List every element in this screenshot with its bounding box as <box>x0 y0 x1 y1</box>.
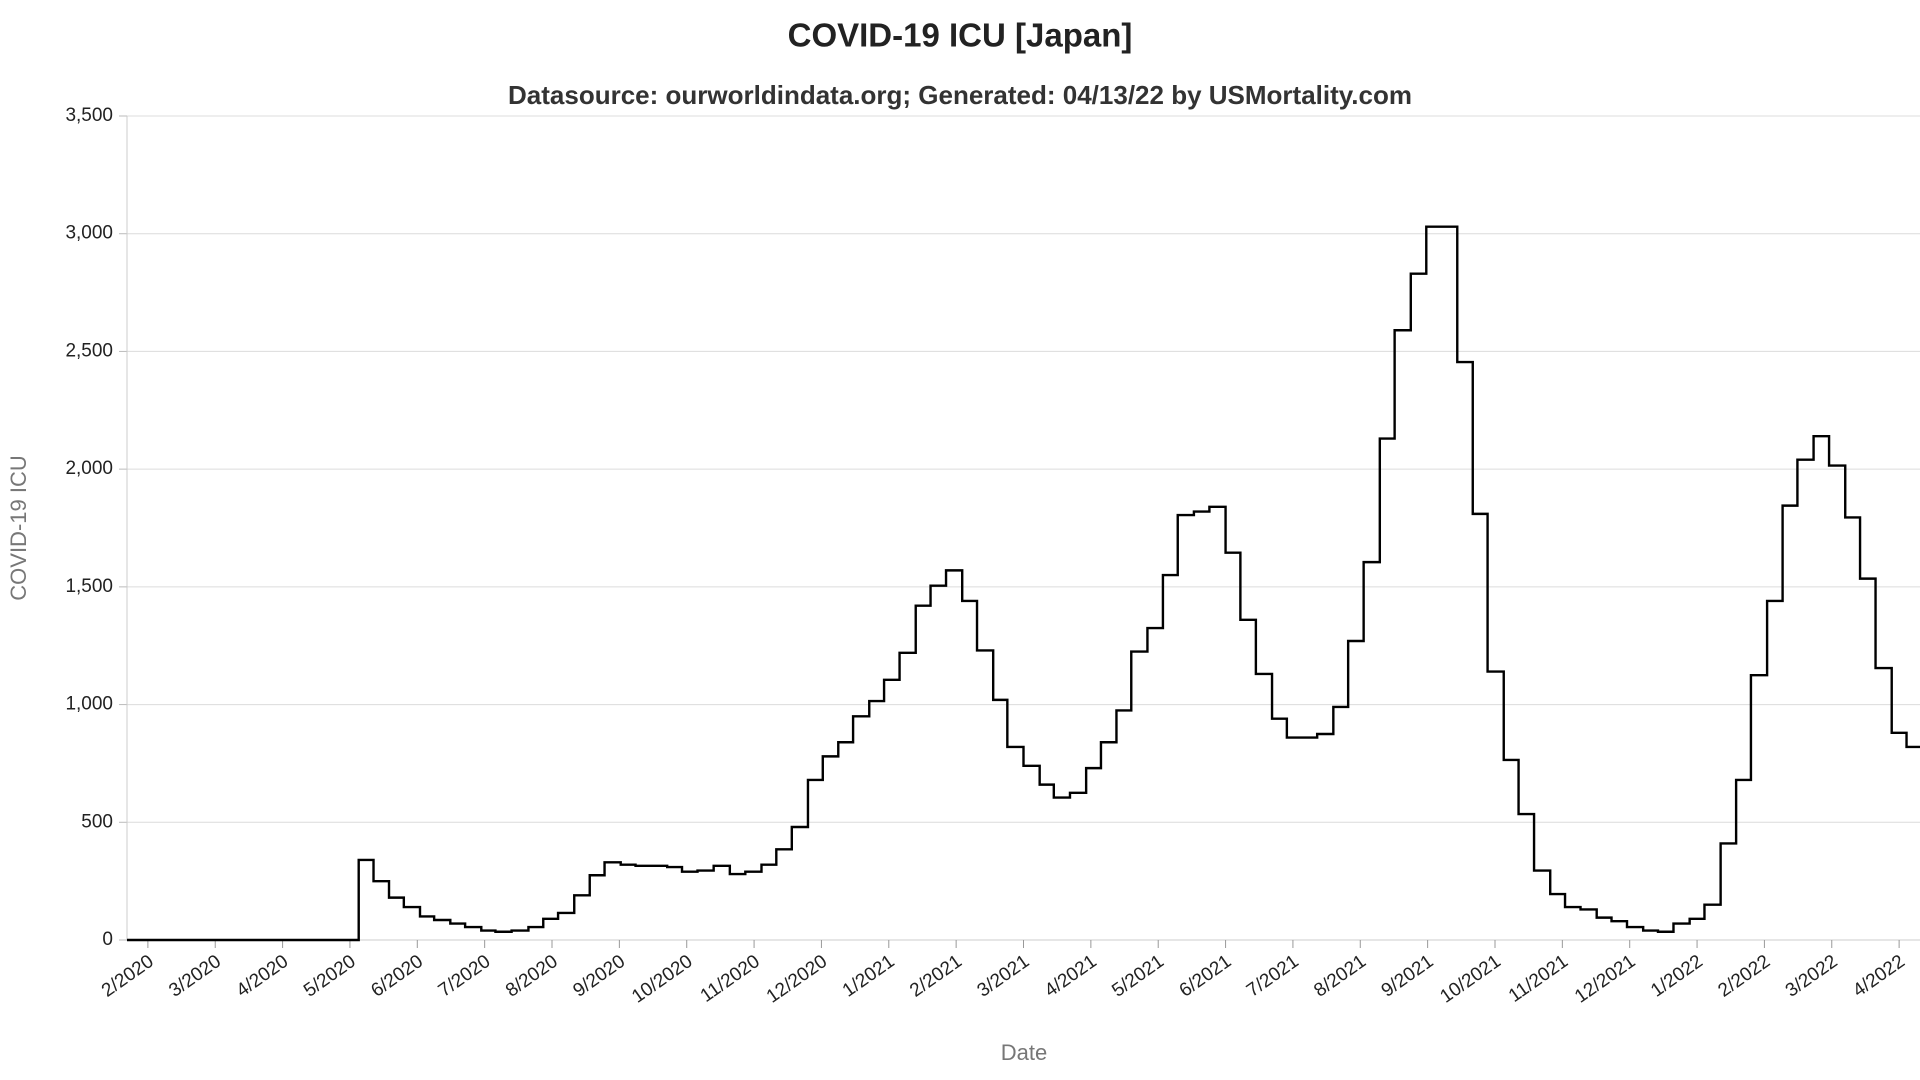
y-tick-label: 2,500 <box>65 340 113 361</box>
x-tick-label: 6/2021 <box>1176 951 1236 1002</box>
x-tick-label: 3/2022 <box>1782 951 1842 1002</box>
x-tick-label: 2/2021 <box>906 951 966 1002</box>
x-tick-label: 1/2021 <box>839 951 899 1002</box>
x-tick-label: 10/2020 <box>628 951 696 1008</box>
x-tick-label: 5/2021 <box>1108 951 1168 1002</box>
y-tick-label: 1,000 <box>65 694 113 715</box>
y-tick-label: 1,500 <box>65 576 113 597</box>
y-tick-label: 2,000 <box>65 458 113 479</box>
y-axis-title: COVID-19 ICU <box>6 455 31 600</box>
y-tick-label: 3,500 <box>65 105 113 126</box>
x-tick-label: 4/2022 <box>1849 951 1909 1002</box>
x-tick-label: 2/2020 <box>98 951 158 1002</box>
x-axis-title: Date <box>1001 1040 1047 1065</box>
y-tick-label: 500 <box>81 811 113 832</box>
x-tick-label: 4/2021 <box>1041 951 1101 1002</box>
x-tick-label: 8/2021 <box>1310 951 1370 1002</box>
x-tick-label: 5/2020 <box>300 951 360 1002</box>
y-tick-label: 0 <box>102 929 113 950</box>
data-line <box>127 225 1920 942</box>
x-tick-label: 3/2021 <box>974 951 1034 1002</box>
x-tick-label: 12/2020 <box>763 951 831 1008</box>
x-tick-label: 1/2022 <box>1647 951 1707 1002</box>
x-tick-label: 2/2022 <box>1714 951 1774 1002</box>
x-tick-label: 9/2021 <box>1378 951 1438 1002</box>
x-tick-label: 7/2020 <box>435 951 495 1002</box>
x-tick-label: 6/2020 <box>367 951 427 1002</box>
x-tick-label: 3/2020 <box>165 951 225 1002</box>
chart-title: COVID-19 ICU [Japan] <box>788 17 1133 54</box>
x-tick-label: 7/2021 <box>1243 951 1303 1002</box>
x-tick-label: 12/2021 <box>1571 951 1639 1008</box>
x-tick-label: 11/2021 <box>1505 951 1572 1007</box>
x-tick-label: 11/2020 <box>697 951 764 1007</box>
x-tick-label: 4/2020 <box>233 951 293 1002</box>
x-tick-label: 10/2021 <box>1436 951 1504 1008</box>
chart-subtitle: Datasource: ourworldindata.org; Generate… <box>508 80 1412 110</box>
x-tick-label: 9/2020 <box>569 951 629 1002</box>
y-tick-label: 3,000 <box>65 223 113 244</box>
x-tick-label: 8/2020 <box>502 951 562 1002</box>
